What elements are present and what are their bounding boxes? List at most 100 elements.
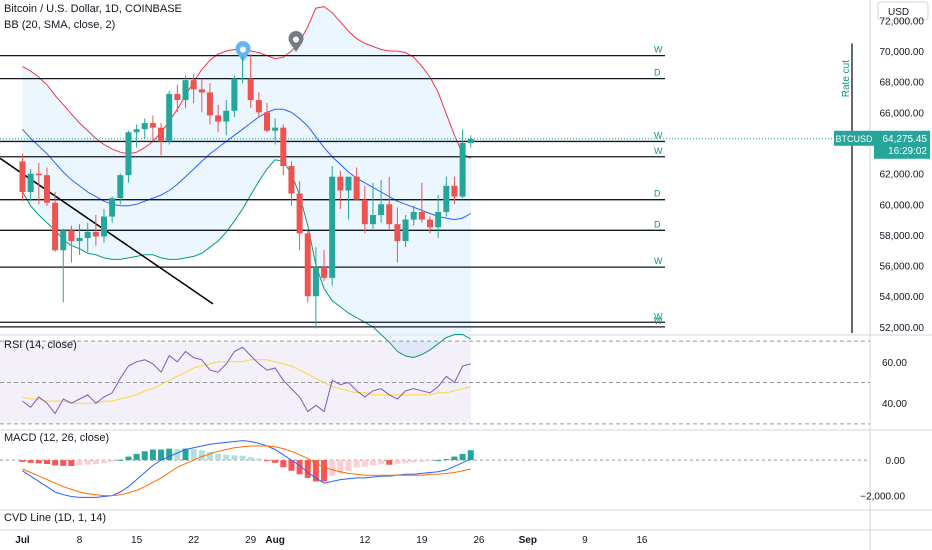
candle-body (206, 92, 213, 116)
level-label-0: W (654, 45, 663, 55)
candle-body (182, 80, 189, 101)
macd-histogram-bar (378, 460, 385, 465)
candle-body (410, 211, 417, 220)
macd-histogram-bar (435, 460, 442, 462)
macd-histogram-bar (101, 460, 107, 464)
candle-body (312, 267, 319, 297)
macd-histogram-bar (206, 452, 213, 461)
macd-histogram-bar (190, 448, 197, 461)
macd-histogram-bar (141, 451, 148, 461)
candle-body (304, 233, 311, 297)
level-label-7: W (654, 311, 663, 321)
macd-histogram-bar (369, 460, 376, 466)
candle-body (272, 127, 279, 131)
macd-histogram-bar (288, 460, 295, 471)
macd-histogram-bar (239, 455, 246, 461)
candle-body (467, 138, 474, 143)
level-label-3: W (654, 146, 663, 156)
candle-body (296, 193, 303, 234)
candle-body (19, 161, 26, 193)
price-tick-label: 68,000.00 (880, 78, 925, 89)
candle-body (198, 89, 205, 93)
candle-body (92, 231, 99, 237)
candle-body (329, 176, 336, 278)
macd-histogram-bar (443, 459, 450, 461)
symbol-title[interactable]: Bitcoin / U.S. Dollar, 1D, COINBASE (4, 3, 182, 15)
candle-body (345, 176, 352, 191)
macd-histogram-bar (133, 453, 140, 461)
candle-body (394, 224, 401, 242)
candle-body (231, 78, 238, 111)
candle-body (84, 231, 91, 238)
macd-histogram-bar (231, 455, 238, 461)
candle-body (369, 215, 376, 225)
rsi-line (22, 346, 471, 415)
macd-histogram-bar (272, 460, 279, 463)
price-tick-label: 70,000.00 (880, 47, 925, 58)
bollinger-band-fill (22, 6, 471, 358)
rsi-pane-label[interactable]: RSI (14, close) (4, 339, 77, 351)
candle-body (247, 78, 254, 101)
macd-histogram-bar (280, 460, 287, 468)
candle-body (35, 173, 42, 176)
macd-line (22, 440, 472, 498)
candle-body (353, 176, 360, 200)
candle-body (223, 110, 230, 122)
macd-histogram-bar (337, 460, 344, 474)
candle-body (158, 127, 165, 142)
candle-body (133, 129, 140, 133)
macd-histogram-bar (158, 449, 165, 461)
macd-histogram-bar (418, 460, 425, 463)
macd-pane-label[interactable]: MACD (12, 26, close) (4, 432, 110, 444)
macd-histogram-bar (149, 449, 156, 461)
macd-histogram-bar (174, 449, 181, 461)
candle-body (60, 230, 67, 251)
macd-histogram-bar (361, 460, 368, 467)
macd-histogram-bar (386, 460, 393, 465)
macd-histogram-bar (247, 457, 254, 461)
candle-body (321, 267, 328, 278)
candle-body (443, 185, 450, 212)
macd-histogram-bar (182, 448, 189, 461)
macd-histogram-bar (68, 460, 75, 466)
bb-indicator-label[interactable]: BB (20, SMA, close, 2) (4, 19, 116, 31)
macd-histogram-bar (76, 460, 83, 466)
macd-histogram-bar (27, 460, 34, 463)
price-tick-label: 54,000.00 (880, 292, 925, 303)
macd-histogram-bar (296, 460, 303, 475)
time-tick-label: 22 (188, 535, 200, 546)
macd-tick-label: 0.00 (886, 456, 906, 467)
macd-histogram-bar (43, 460, 50, 465)
macd-histogram-bar (223, 454, 230, 461)
price-tick-label: 60,000.00 (880, 200, 925, 211)
macd-histogram-bar (304, 460, 311, 478)
symbol-tag-label: BTCUSD (835, 134, 873, 144)
time-tick-label: 8 (77, 535, 83, 546)
time-tick-label: 19 (416, 535, 428, 546)
time-tick-label: 9 (582, 535, 588, 546)
rsi-ma-line (22, 359, 471, 404)
macd-histogram-bar (312, 460, 319, 482)
price-tick-label: 52,000.00 (880, 323, 925, 334)
price-tag (874, 130, 930, 159)
rate-cut-label: Rate cut (841, 60, 852, 97)
time-tick-label: 12 (359, 535, 371, 546)
candle-body (117, 175, 124, 199)
macd-histogram-bar (166, 448, 173, 461)
time-tick-label: 15 (131, 535, 143, 546)
macd-histogram-bar (345, 460, 352, 471)
level-label-5: D (654, 219, 661, 229)
macd-histogram-bar (394, 460, 401, 464)
candle-body (166, 93, 173, 142)
cvd-pane-label[interactable]: CVD Line (1D, 1, 14) (4, 512, 107, 524)
time-tick-label: Jul (15, 535, 30, 546)
macd-signal-line (22, 445, 471, 497)
level-label-1: D (654, 68, 661, 78)
macd-histogram-bar (353, 460, 360, 468)
level-label-2: W (654, 130, 663, 140)
macd-histogram-bar (215, 453, 222, 461)
price-tick-label: 66,000.00 (880, 108, 925, 119)
price-tick-label: 56,000.00 (880, 262, 925, 273)
